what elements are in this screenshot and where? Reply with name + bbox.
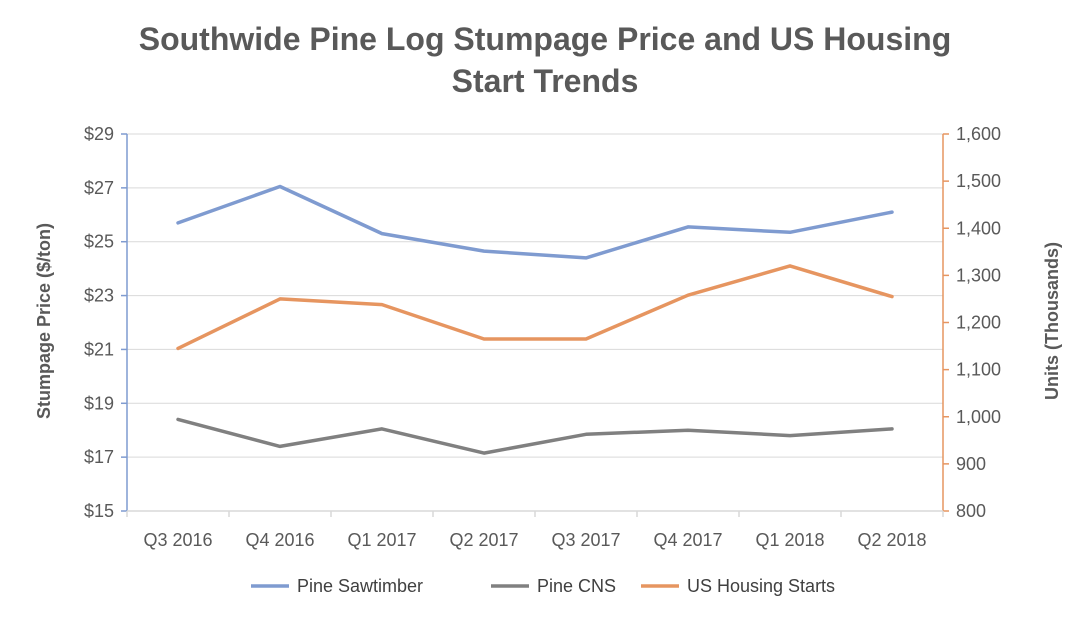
right-tick-label: 1,000 [956, 407, 1001, 427]
chart-title-line-2: Start Trends [451, 63, 639, 99]
x-tick-label: Q3 2017 [551, 530, 620, 550]
x-tick-label: Q2 2018 [857, 530, 926, 550]
series-line-us-housing-starts [176, 264, 894, 351]
x-tick-label: Q4 2017 [653, 530, 722, 550]
x-axis-ticks: Q3 2016 Q4 2016 Q1 2017 Q2 2017 Q3 2017 Q4 20… [126, 511, 944, 550]
x-tick-label: Q2 2017 [449, 530, 518, 550]
legend-label-us-housing-starts: US Housing Starts [687, 576, 835, 596]
left-tick-label: $21 [84, 339, 114, 359]
right-tick-label: 1,400 [956, 218, 1001, 238]
legend: Pine Sawtimber Pine CNS US Housing Starts [251, 576, 835, 596]
right-axis-title: Units (Thousands) [1042, 242, 1062, 400]
left-tick-label: $17 [84, 447, 114, 467]
x-tick-label: Q3 2016 [143, 530, 212, 550]
left-axis-ticks: $15 $17 $19 $21 $23 $25 $27 $29 [84, 124, 127, 521]
series-line-pine-sawtimber [176, 184, 894, 260]
left-tick-label: $15 [84, 501, 114, 521]
left-tick-label: $19 [84, 393, 114, 413]
right-tick-label: 1,200 [956, 313, 1001, 333]
left-tick-label: $27 [84, 178, 114, 198]
left-tick-label: $25 [84, 232, 114, 252]
right-tick-label: 1,500 [956, 171, 1001, 191]
left-tick-label: $23 [84, 286, 114, 306]
right-axis-ticks: 800 900 1,000 1,100 1,200 1,300 1,400 1,500 1,60… [943, 124, 1001, 521]
x-tick-label: Q1 2017 [347, 530, 416, 550]
right-tick-label: 1,600 [956, 124, 1001, 144]
legend-label-pine-cns: Pine CNS [537, 576, 616, 596]
axes [126, 134, 944, 512]
x-tick-label: Q1 2018 [755, 530, 824, 550]
left-tick-label: $29 [84, 124, 114, 144]
left-axis-title: Stumpage Price ($/ton) [34, 223, 54, 419]
right-tick-label: 1,300 [956, 265, 1001, 285]
series-lines [176, 184, 894, 455]
series-line-pine-cns [176, 417, 894, 455]
chart-title-line-1: Southwide Pine Log Stumpage Price and US… [138, 21, 952, 57]
right-tick-label: 1,100 [956, 360, 1001, 380]
right-tick-label: 800 [956, 501, 986, 521]
chart-title: Southwide Pine Log Stumpage Price and US… [0, 18, 1090, 102]
legend-label-pine-sawtimber: Pine Sawtimber [297, 576, 423, 596]
gridlines [127, 133, 943, 458]
x-tick-label: Q4 2016 [245, 530, 314, 550]
right-tick-label: 900 [956, 454, 986, 474]
